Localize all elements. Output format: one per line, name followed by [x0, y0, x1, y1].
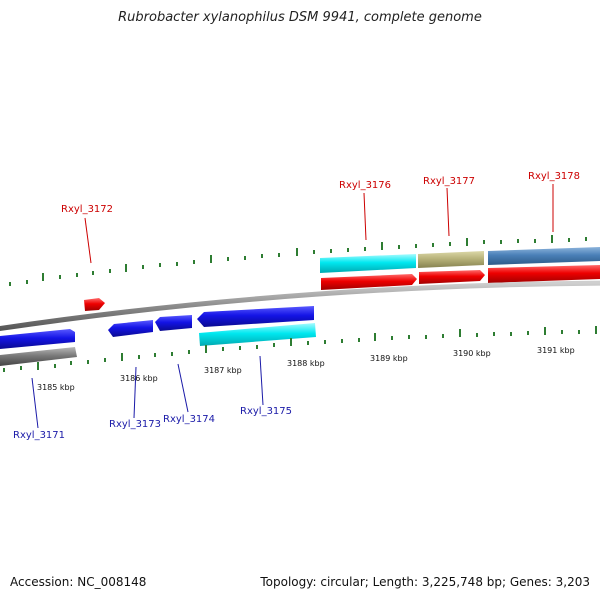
- scale-label-3189: 3189 kbp: [370, 354, 408, 363]
- gene-rxyl-3176-red[interactable]: [321, 274, 417, 290]
- gene-rxyl-3174[interactable]: [155, 315, 192, 331]
- map-title: Rubrobacter xylanophilus DSM 9941, compl…: [118, 10, 482, 25]
- gene-rxyl-3177-olive[interactable]: [418, 251, 484, 268]
- genome-summary: Topology: circular; Length: 3,225,748 bp…: [260, 575, 590, 589]
- gene-rxyl-3175[interactable]: [197, 306, 314, 327]
- label-rxyl-3175[interactable]: Rxyl_3175: [240, 406, 292, 417]
- gene-rxyl-3178-steel[interactable]: [488, 247, 600, 265]
- label-rxyl-3177[interactable]: Rxyl_3177: [423, 176, 475, 187]
- label-rxyl-3178[interactable]: Rxyl_3178: [528, 171, 580, 182]
- label-rxyl-3171[interactable]: Rxyl_3171: [13, 430, 65, 441]
- accession-label: Accession: NC_008148: [10, 575, 147, 589]
- forward-label-leaders: [84, 184, 554, 264]
- gene-rxyl-3176-cyan[interactable]: [320, 254, 416, 273]
- gene-rxyl-3171[interactable]: [0, 329, 75, 349]
- genome-backbone: [0, 280, 600, 332]
- gene-rxyl-3172[interactable]: [84, 298, 105, 311]
- gene-rxyl-3177-red[interactable]: [419, 270, 485, 284]
- scale-label-3186: 3186 kbp: [120, 374, 158, 383]
- gene-rxyl-3171-gray[interactable]: [0, 347, 77, 366]
- label-rxyl-3176[interactable]: Rxyl_3176: [339, 180, 391, 191]
- label-rxyl-3174[interactable]: Rxyl_3174: [163, 414, 215, 425]
- label-rxyl-3173[interactable]: Rxyl_3173: [109, 419, 161, 430]
- scale-label-3190: 3190 kbp: [453, 349, 491, 358]
- scale-label-3185: 3185 kbp: [37, 383, 75, 392]
- scale-label-3188: 3188 kbp: [287, 359, 325, 368]
- reverse-label-leaders: [31, 355, 264, 429]
- reverse-tick-track: [3, 326, 597, 372]
- forward-tick-track: [9, 235, 587, 286]
- scale-label-3187: 3187 kbp: [204, 366, 242, 375]
- label-rxyl-3172[interactable]: Rxyl_3172: [61, 204, 113, 215]
- scale-label-3191: 3191 kbp: [537, 346, 575, 355]
- gene-rxyl-3175-cyan[interactable]: [199, 323, 316, 346]
- gene-rxyl-3178-red[interactable]: [488, 265, 600, 283]
- gene-rxyl-3173[interactable]: [108, 320, 153, 337]
